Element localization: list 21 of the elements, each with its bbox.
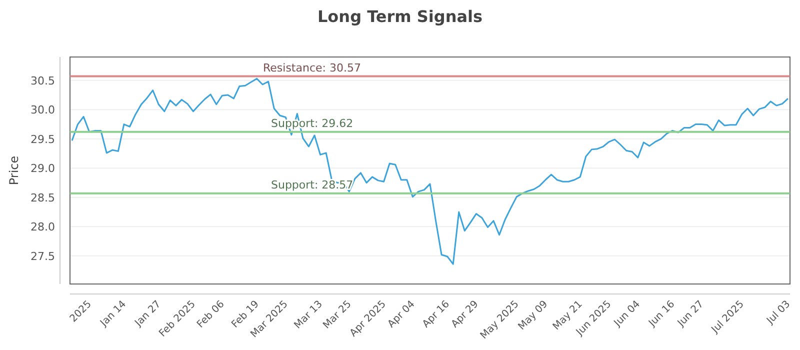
y-tick-label: 28.5 bbox=[30, 191, 55, 204]
x-tick-label: Apr 29 bbox=[450, 298, 481, 330]
y-tick-label: 28.0 bbox=[30, 220, 55, 234]
y-tick-label: 27.5 bbox=[30, 250, 55, 263]
x-tick-label: Jan 27 bbox=[132, 298, 164, 330]
y-tick-label: 29.0 bbox=[30, 162, 55, 176]
y-tick-label: 30.0 bbox=[30, 104, 55, 117]
x-tick-label: Jun 27 bbox=[675, 298, 706, 330]
x-tick-label: Apr 16 bbox=[420, 298, 452, 330]
line-series bbox=[71, 78, 789, 265]
y-tick-label: 30.5 bbox=[30, 74, 55, 88]
x-tick-label: Apr 04 bbox=[386, 298, 418, 330]
y-tick-label: 29.5 bbox=[30, 132, 55, 146]
x-tick-label: Feb 06 bbox=[195, 298, 227, 330]
x-tick-label: Jun 04 bbox=[612, 298, 642, 330]
y-axis-title: Price bbox=[7, 156, 21, 186]
chart-title: Long Term Signals bbox=[317, 7, 483, 26]
x-tick-label: Jul 03 bbox=[764, 298, 793, 328]
x-tick-label: Jun 16 bbox=[646, 298, 678, 330]
x-tick-label: Jan 14 bbox=[98, 298, 129, 330]
ref-line-label: Resistance: 30.57 bbox=[263, 61, 361, 74]
